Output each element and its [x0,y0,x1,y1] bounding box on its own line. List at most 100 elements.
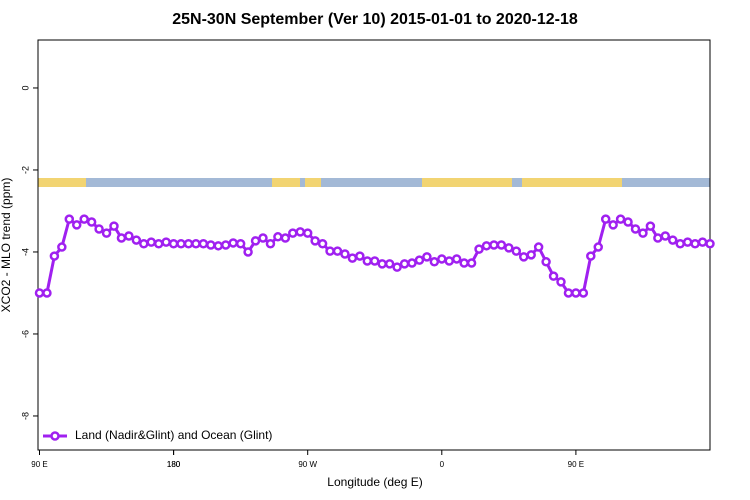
point [593,242,603,252]
point [548,271,559,281]
point [317,239,328,249]
x-tick-label: 90 E [31,460,47,469]
point [571,288,581,298]
point [682,237,693,247]
point [228,238,238,248]
point [444,256,454,266]
x-tick-label: 90 E [568,460,584,469]
point [638,228,648,238]
point [213,241,224,251]
point [533,242,544,252]
point [399,259,410,269]
point [392,262,402,272]
point [563,288,574,298]
point [302,228,313,238]
point [258,233,268,243]
point [407,258,417,268]
point [705,239,715,249]
point [86,217,97,227]
point [191,239,201,249]
point [377,259,387,269]
point [369,256,380,266]
point [578,288,589,298]
point [384,259,395,269]
point [630,224,641,234]
point [481,241,492,251]
point [265,239,276,249]
point [109,221,119,231]
point [250,236,261,246]
y-tick-label: -4 [20,248,30,256]
point [623,217,633,227]
point [42,288,52,298]
point [94,224,104,234]
point [288,228,298,238]
point [429,257,440,267]
point [310,236,320,246]
point [101,228,112,238]
point [295,227,305,237]
point [131,235,142,245]
point [198,239,209,249]
point [49,251,60,261]
point [489,240,499,250]
point [176,239,186,249]
point [280,233,291,243]
point [675,239,685,249]
point [146,237,156,247]
point [451,254,462,264]
point [526,250,536,260]
point [437,254,447,264]
point [57,242,67,252]
point [414,255,425,265]
x-tick-label: 180 [167,460,181,469]
point [220,240,231,250]
point [474,244,484,254]
point [615,214,626,224]
point [325,246,335,256]
point [645,221,656,231]
point [71,220,82,230]
point [34,288,45,298]
point [608,220,618,230]
point [586,251,596,261]
point [332,246,343,256]
point [79,214,89,224]
x-tick-label: 180 [167,460,181,469]
y-tick-label: -6 [20,330,30,338]
point [697,237,708,247]
series-line [39,216,711,295]
x-axis-label: Longitude (deg E) [327,475,422,489]
point [660,231,671,241]
y-axis-label: XCO2 - MLO trend (ppm) [0,178,13,313]
point [124,231,134,241]
point [541,257,551,267]
legend-marker [50,431,60,441]
point [600,214,611,224]
point [667,235,678,245]
point [653,233,663,243]
point [116,233,127,243]
chart-title: 25N-30N September (Ver 10) 2015-01-01 to… [172,11,578,28]
point [690,239,700,249]
point [347,253,358,263]
point [422,252,432,262]
point [466,258,477,268]
point [206,240,216,250]
legend-label: Land (Nadir&Glint) and Ocean (Glint) [75,428,272,442]
point [496,240,507,250]
point [340,249,350,259]
point [139,239,149,249]
point [64,214,75,224]
point [511,246,522,256]
x-tick-label: 0 [440,460,445,469]
point [273,232,283,242]
point [235,239,246,249]
x-tick-label: 90 W [298,460,317,469]
point [153,239,164,249]
point [183,239,194,249]
point [556,277,566,287]
y-tick-label: -2 [20,166,30,174]
point [459,258,469,268]
y-tick-label: -8 [20,412,30,420]
